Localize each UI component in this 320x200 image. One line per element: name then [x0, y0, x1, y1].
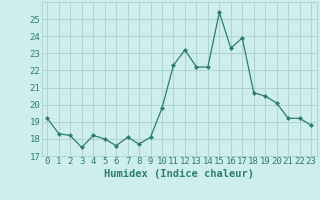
X-axis label: Humidex (Indice chaleur): Humidex (Indice chaleur)	[104, 169, 254, 179]
